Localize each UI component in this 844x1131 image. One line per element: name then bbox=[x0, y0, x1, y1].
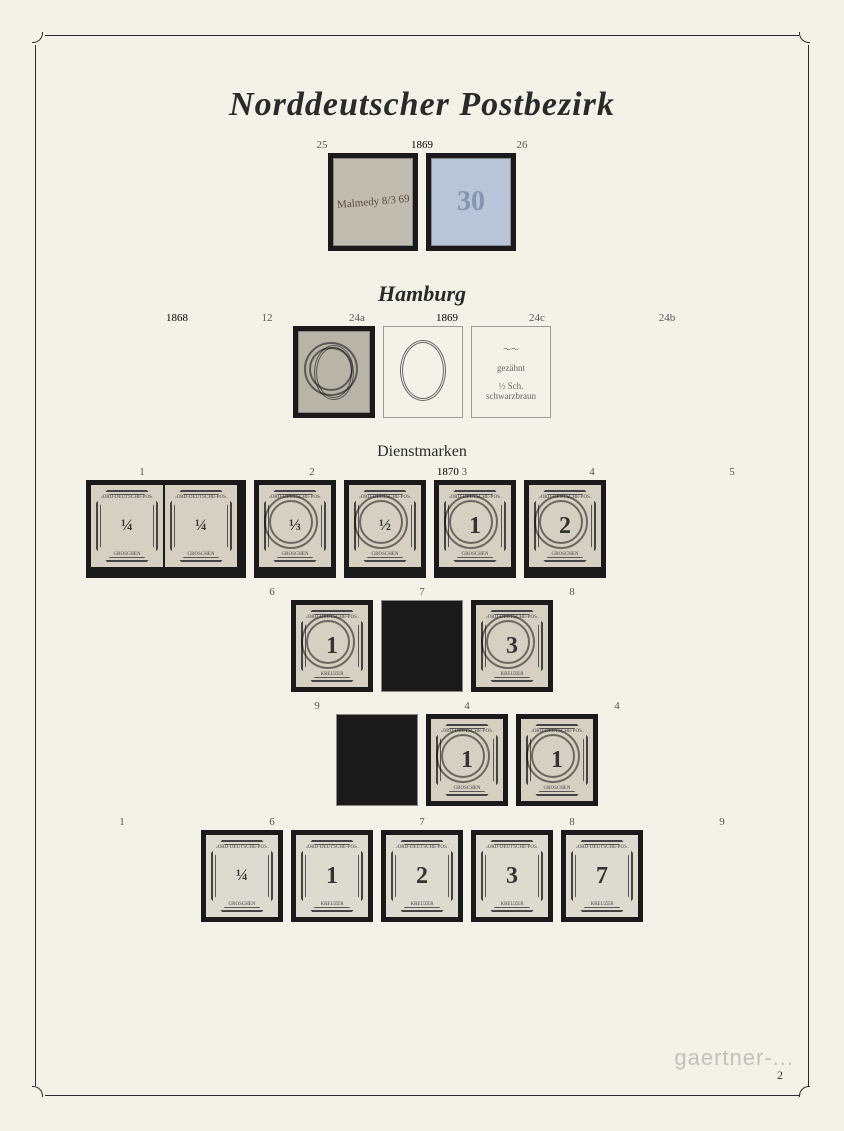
stamp: NORD-DEUTSCHE-POST1KREUZER bbox=[296, 835, 368, 917]
stamp-mount: NORD-DEUTSCHE-POST1GROSCHEN bbox=[426, 714, 508, 806]
catalog-number: 7 bbox=[382, 816, 462, 828]
year-label: 1870 bbox=[437, 466, 459, 478]
catalog-number: 1 bbox=[72, 466, 212, 478]
stamp: NORD-DEUTSCHE-POST3KREUZER bbox=[476, 835, 548, 917]
stamp-mount: NORD-DEUTSCHE-POST1GROSCHEN bbox=[516, 714, 598, 806]
stamp bbox=[298, 331, 370, 413]
year-label: 1868 bbox=[137, 312, 217, 324]
stamp: NORD-DEUTSCHE-POST½GROSCHEN bbox=[349, 485, 421, 567]
corner-ornament bbox=[799, 1086, 817, 1104]
stamp-mount: NORD-DEUTSCHE-POST2KREUZER bbox=[381, 830, 463, 922]
catalog-number: 8 bbox=[532, 816, 612, 828]
stamp-mount: NORD-DEUTSCHE-POST3KREUZER bbox=[471, 830, 553, 922]
stamp-labels-row: 6 7 8 bbox=[56, 586, 788, 598]
page-title: Norddeutscher Postbezirk bbox=[56, 86, 788, 124]
year-label: 1869 bbox=[382, 139, 462, 151]
corner-ornament bbox=[799, 27, 817, 45]
manuscript-cancel: Malmedy 8/3 69 bbox=[336, 193, 409, 211]
stamp: NORD-DEUTSCHE-POST3KREUZER bbox=[476, 605, 548, 687]
stamp-row: NORD-DEUTSCHE-POST1KREUZER NORD-DEUTSCHE… bbox=[56, 600, 788, 692]
stamp-labels-row: 25 1869 26 bbox=[56, 139, 788, 151]
page-frame: Norddeutscher Postbezirk 25 1869 26 Malm… bbox=[35, 35, 809, 1096]
catalog-number: 24b bbox=[627, 312, 707, 324]
catalog-number: 26 bbox=[482, 139, 562, 151]
stamp-labels-row: 1 2 1870 3 4 5 bbox=[56, 466, 788, 478]
stamp: NORD-DEUTSCHE-POST7KREUZER bbox=[566, 835, 638, 917]
stamp: NORD-DEUTSCHE-POST⅓GROSCHEN bbox=[259, 485, 331, 567]
corner-ornament bbox=[27, 1086, 45, 1104]
stamp-row: ～～ gezähnt ½ Sch. schwarzbraun bbox=[56, 326, 788, 418]
stamp-placeholder bbox=[383, 326, 463, 418]
stamp: NORD-DEUTSCHE-POST1GROSCHEN bbox=[521, 719, 593, 801]
stamp-mount: NORD-DEUTSCHE-POST½GROSCHEN bbox=[344, 480, 426, 578]
stamp-row: NORD-DEUTSCHE-POST1GROSCHEN NORD-DEUTSCH… bbox=[146, 714, 788, 806]
stamp-labels-row: 1 6 7 8 9 bbox=[56, 816, 788, 828]
stamp-row: NORD-DEUTSCHE-POST¼GROSCHEN NORD-DEUTSCH… bbox=[86, 480, 788, 578]
stamp: NORD-DEUTSCHE-POST2GROSCHEN bbox=[529, 485, 601, 567]
catalog-number: 6 bbox=[232, 816, 312, 828]
stamp-mount: NORD-DEUTSCHE-POST7KREUZER bbox=[561, 830, 643, 922]
stamp-mount: NORD-DEUTSCHE-POST1KREUZER bbox=[291, 830, 373, 922]
placeholder-text: gezähnt bbox=[497, 363, 525, 373]
stamp-mount-pair: NORD-DEUTSCHE-POST¼GROSCHEN NORD-DEUTSCH… bbox=[86, 480, 246, 578]
empty-mount bbox=[381, 600, 463, 692]
catalog-number: 4 bbox=[577, 700, 657, 712]
watermark: gaertner-... bbox=[674, 1045, 794, 1071]
stamp-mount bbox=[293, 326, 375, 418]
section-title: Hamburg bbox=[56, 281, 788, 307]
catalog-number: 24a bbox=[317, 312, 397, 324]
catalog-number: 2 bbox=[272, 466, 352, 478]
stamp: Malmedy 8/3 69 bbox=[333, 158, 413, 246]
stamp: NORD-DEUTSCHE-POST2KREUZER bbox=[386, 835, 458, 917]
catalog-number: 4 bbox=[552, 466, 632, 478]
stamp-mount: NORD-DEUTSCHE-POST1KREUZER bbox=[291, 600, 373, 692]
corner-ornament bbox=[27, 27, 45, 45]
catalog-number: 1 bbox=[82, 816, 162, 828]
placeholder-text: ½ Sch. schwarzbraun bbox=[476, 381, 546, 401]
stamp-mount: NORD-DEUTSCHE-POST⅓GROSCHEN bbox=[254, 480, 336, 578]
catalog-number: 24c bbox=[497, 312, 577, 324]
stamp-mount: NORD-DEUTSCHE-POST¼GROSCHEN bbox=[201, 830, 283, 922]
stamp-mount: NORD-DEUTSCHE-POST1GROSCHEN bbox=[434, 480, 516, 578]
catalog-number: 25 bbox=[282, 139, 362, 151]
catalog-number: 9 bbox=[682, 816, 762, 828]
stamp-placeholder: ～～ gezähnt ½ Sch. schwarzbraun bbox=[471, 326, 551, 418]
catalog-number: 12 bbox=[227, 312, 307, 324]
catalog-number: 6 bbox=[232, 586, 312, 598]
stamp-mount: 30 bbox=[426, 153, 516, 251]
stamp: NORD-DEUTSCHE-POST¼GROSCHEN bbox=[206, 835, 278, 917]
stamp-labels-row: 1868 12 24a 1869 24c 24b bbox=[56, 312, 788, 324]
stamp: NORD-DEUTSCHE-POST1KREUZER bbox=[296, 605, 368, 687]
album-page: Norddeutscher Postbezirk 25 1869 26 Malm… bbox=[0, 0, 844, 1131]
section-title: Dienstmarken bbox=[56, 443, 788, 461]
catalog-number: 9 bbox=[277, 700, 357, 712]
stamp: NORD-DEUTSCHE-POST¼GROSCHEN bbox=[165, 485, 237, 567]
stamp-labels-row: 9 4 4 bbox=[146, 700, 788, 712]
catalog-number: 8 bbox=[532, 586, 612, 598]
catalog-number: 4 bbox=[427, 700, 507, 712]
stamp-row: Malmedy 8/3 69 30 bbox=[56, 153, 788, 251]
year-label: 1869 bbox=[407, 312, 487, 324]
stamp-mount: NORD-DEUTSCHE-POST2GROSCHEN bbox=[524, 480, 606, 578]
stamp-mount: Malmedy 8/3 69 bbox=[328, 153, 418, 251]
catalog-number: 5 bbox=[692, 466, 772, 478]
empty-mount bbox=[336, 714, 418, 806]
stamp: NORD-DEUTSCHE-POST1GROSCHEN bbox=[439, 485, 511, 567]
stamp: NORD-DEUTSCHE-POST¼GROSCHEN bbox=[91, 485, 163, 567]
catalog-number: 7 bbox=[382, 586, 462, 598]
stamp-row: NORD-DEUTSCHE-POST¼GROSCHEN NORD-DEUTSCH… bbox=[56, 830, 788, 922]
stamp-denomination: 30 bbox=[457, 186, 485, 218]
stamp: 30 bbox=[431, 158, 511, 246]
catalog-number: 3 bbox=[462, 466, 468, 478]
stamp: NORD-DEUTSCHE-POST1GROSCHEN bbox=[431, 719, 503, 801]
stamp-mount: NORD-DEUTSCHE-POST3KREUZER bbox=[471, 600, 553, 692]
